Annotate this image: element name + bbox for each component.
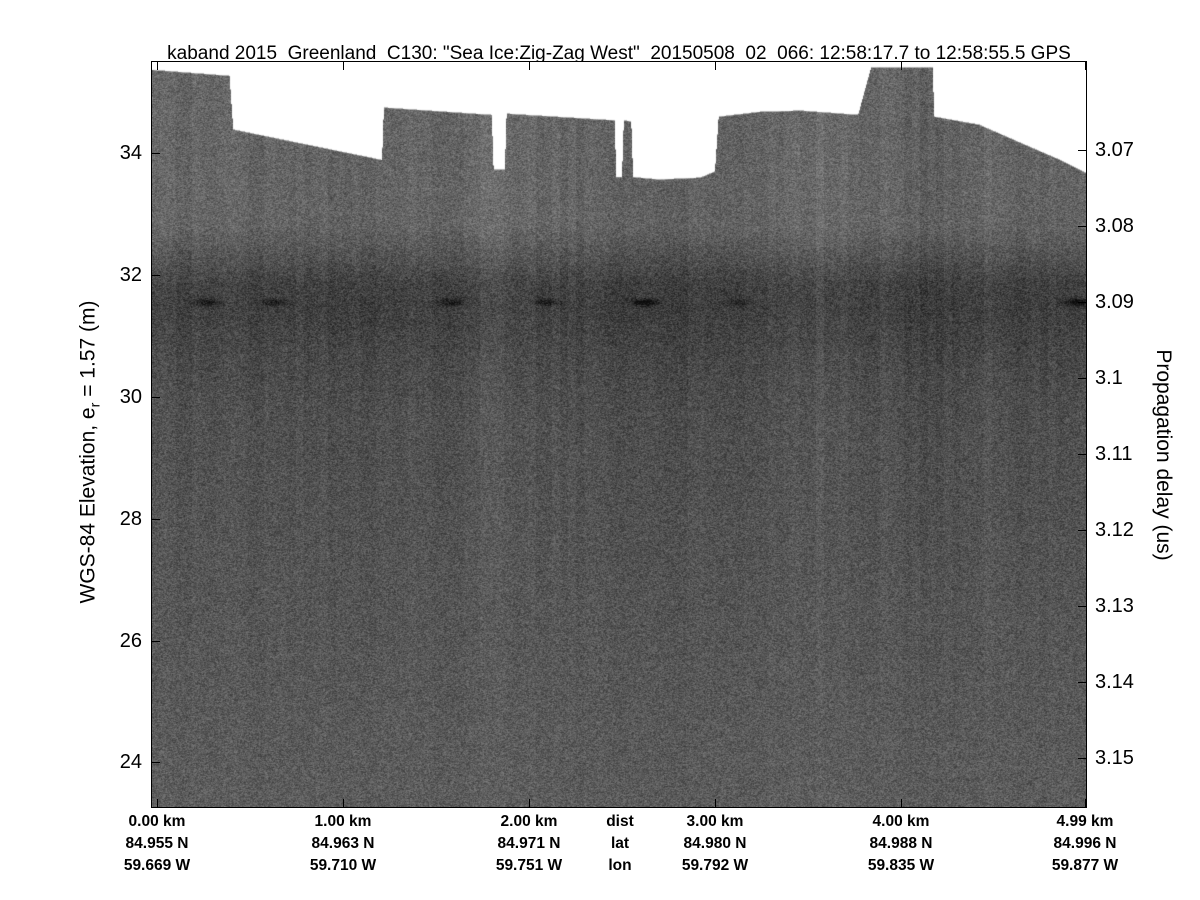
- geo-label-line: 59.710 W: [309, 857, 377, 874]
- axis-tick: [152, 397, 160, 398]
- geo-label-line: dist: [606, 813, 634, 830]
- echogram-canvas: [152, 62, 1086, 807]
- geo-label-column: 1.00 km 84.963 N 59.710 W: [310, 811, 376, 877]
- geo-label-line: 59.877 W: [1051, 857, 1119, 874]
- delay-tick-label: 3.13: [1095, 595, 1134, 617]
- axis-tick: [715, 799, 716, 807]
- geo-label-column: 2.00 km 84.971 N 59.751 W: [496, 811, 562, 877]
- axis-tick: [152, 641, 160, 642]
- geo-label-line: 84.963 N: [311, 835, 375, 852]
- right-axis-label: Propagation delay (us): [1152, 349, 1175, 561]
- delay-tick-label: 3.11: [1095, 443, 1133, 465]
- geo-label-line: 84.971 N: [497, 835, 561, 852]
- geo-label-line: 2.00 km: [500, 813, 558, 830]
- plot-area: [151, 61, 1087, 808]
- axis-tick: [1078, 454, 1086, 455]
- delay-tick-label: 3.09: [1095, 291, 1134, 313]
- geo-label-line: 59.792 W: [681, 857, 749, 874]
- axis-tick: [1078, 378, 1086, 379]
- geo-label-line: 59.835 W: [867, 857, 935, 874]
- axis-tick: [1078, 302, 1086, 303]
- axis-tick: [901, 799, 902, 807]
- geo-label-line: 0.00 km: [128, 813, 186, 830]
- axis-tick: [1078, 530, 1086, 531]
- figure-title: kaband 2015_Greenland_C130: "Sea Ice:Zig…: [167, 43, 1071, 64]
- axis-tick: [157, 799, 158, 807]
- axis-tick: [1078, 226, 1086, 227]
- geo-label-line: 3.00 km: [686, 813, 744, 830]
- delay-tick-label: 3.07: [1095, 139, 1134, 161]
- geo-label-line: 59.669 W: [123, 857, 191, 874]
- geo-label-line: 4.99 km: [1056, 813, 1114, 830]
- elevation-tick-label: 24: [119, 751, 142, 773]
- axis-tick: [1078, 606, 1086, 607]
- axis-tick: [343, 62, 344, 70]
- geo-label-line: 84.955 N: [125, 835, 189, 852]
- geo-label-line: 1.00 km: [314, 813, 372, 830]
- elevation-tick-label: 28: [119, 508, 142, 530]
- geo-label-column: 4.99 km 84.996 N 59.877 W: [1052, 811, 1118, 877]
- geo-row-header: dist lat lon: [606, 811, 634, 877]
- delay-tick-label: 3.14: [1095, 671, 1134, 693]
- geo-label-column: 4.00 km 84.988 N 59.835 W: [868, 811, 934, 877]
- axis-tick: [901, 62, 902, 70]
- axis-tick: [1078, 758, 1086, 759]
- geo-label-line: 59.751 W: [495, 857, 563, 874]
- axis-tick: [157, 62, 158, 70]
- left-axis-label: WGS-84 Elevation, er = 1.57 (m): [76, 301, 103, 604]
- geo-label-column: 3.00 km 84.980 N 59.792 W: [682, 811, 748, 877]
- geo-label-line: lat: [610, 835, 630, 852]
- axis-tick: [529, 62, 530, 70]
- geo-label-line: lon: [608, 857, 632, 874]
- geo-label-column: 0.00 km 84.955 N 59.669 W: [124, 811, 190, 877]
- geo-label-line: 4.00 km: [872, 813, 930, 830]
- left-axis-label-text: WGS-84 Elevation, e: [76, 407, 100, 604]
- elevation-tick-label: 26: [119, 630, 142, 652]
- delay-tick-label: 3.15: [1095, 747, 1134, 769]
- delay-tick-label: 3.12: [1095, 519, 1134, 541]
- geo-label-line: 84.996 N: [1053, 835, 1117, 852]
- axis-tick: [1078, 682, 1086, 683]
- axis-tick: [152, 275, 160, 276]
- axis-tick: [343, 799, 344, 807]
- elevation-tick-label: 34: [119, 142, 142, 164]
- geo-label-line: 84.988 N: [869, 835, 933, 852]
- elevation-tick-label: 32: [119, 264, 142, 286]
- delay-tick-label: 3.08: [1095, 215, 1134, 237]
- axis-tick: [152, 762, 160, 763]
- axis-tick: [152, 519, 160, 520]
- axis-tick: [715, 62, 716, 70]
- geo-label-line: 84.980 N: [683, 835, 747, 852]
- axis-tick: [1085, 799, 1086, 807]
- delay-tick-label: 3.1: [1095, 367, 1123, 389]
- axis-tick: [1078, 150, 1086, 151]
- elevation-tick-label: 30: [119, 386, 142, 408]
- axis-tick: [1085, 62, 1086, 70]
- axis-tick: [152, 153, 160, 154]
- axis-tick: [529, 799, 530, 807]
